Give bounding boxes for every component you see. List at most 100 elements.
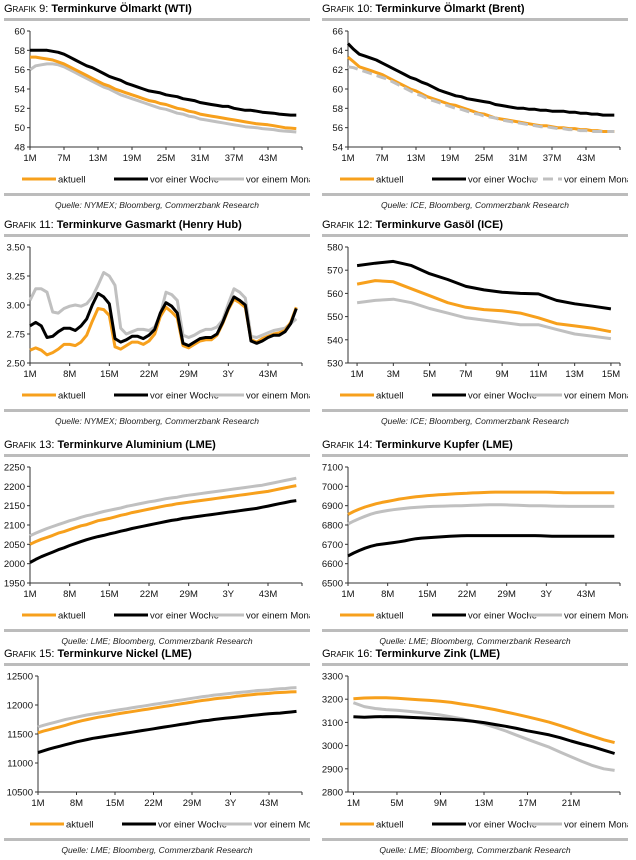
- x-tick-label: 1M: [350, 369, 363, 380]
- divider: [4, 454, 310, 457]
- chart-panel-g13: Grafik 13: Terminkurve Aluminium (LME) 19…: [4, 438, 310, 646]
- divider: [322, 193, 628, 196]
- y-tick-label: 7000: [322, 482, 343, 493]
- divider: [322, 454, 628, 457]
- x-tick-label: 3Y: [223, 589, 235, 600]
- series-line-vor-einer-woche: [29, 291, 298, 348]
- x-tick-label: 25M: [157, 153, 176, 164]
- divider: [322, 18, 628, 21]
- y-tick-label: 50: [14, 123, 25, 134]
- chart-title: Grafik 11: Terminkurve Gasmarkt (Henry H…: [4, 218, 310, 232]
- divider: [4, 234, 310, 237]
- legend-label: vor einer Woche: [150, 611, 219, 622]
- legend-label: vor einer Woche: [150, 175, 219, 186]
- chart-source: Quelle: LME; Bloomberg, Commerzbank Rese…: [61, 636, 253, 646]
- line-chart-g9: 48 50 52 54 56 58 60 1M 7M 13M 19M 25M 31M 37M 43M aktu…: [14, 27, 310, 186]
- chart-number: Grafik 11:: [4, 219, 54, 231]
- x-tick-label: 7M: [57, 153, 70, 164]
- chart-title: Grafik 13: Terminkurve Aluminium (LME): [4, 438, 310, 452]
- chart-title: Grafik 10: Terminkurve Ölmarkt (Brent): [322, 2, 628, 16]
- x-tick-label: 37M: [225, 153, 244, 164]
- x-tick-label: 5M: [390, 798, 403, 809]
- x-tick-label: 11M: [530, 369, 548, 380]
- chart-panel-g10: Grafik 10: Terminkurve Ölmarkt (Brent) 54…: [322, 2, 628, 210]
- legend-label: aktuell: [376, 820, 403, 831]
- line-chart-g15: 10500 11000 11500 12000 12500 1M 8M 15M 22M 29M 3Y…: [7, 672, 310, 831]
- chart-source: Quelle: NYMEX; Bloomberg, Commerzbank Re…: [54, 416, 260, 426]
- y-tick-label: 56: [332, 123, 343, 134]
- y-tick-label: 3300: [322, 672, 343, 683]
- y-tick-label: 58: [332, 104, 343, 115]
- x-tick-label: 1M: [341, 153, 354, 164]
- x-tick-label: 15M: [418, 589, 437, 600]
- line-chart-g16: 2800 2900 3000 3100 3200 3300 1M 5M 9M 13M 17M 21M a…: [322, 672, 628, 831]
- x-tick-label: 1M: [23, 153, 36, 164]
- x-tick-label: 1M: [23, 369, 36, 380]
- legend-label: vor einer Woche: [150, 391, 219, 402]
- x-tick-label: 19M: [123, 153, 142, 164]
- x-tick-label: 22M: [144, 798, 163, 809]
- chart-panel-g11: Grafik 11: Terminkurve Gasmarkt (Henry H…: [4, 218, 310, 426]
- x-tick-label: 43M: [577, 153, 596, 164]
- x-tick-label: 13M: [565, 369, 584, 380]
- y-tick-label: 10500: [7, 788, 33, 799]
- x-tick-label: 31M: [509, 153, 528, 164]
- divider: [322, 234, 628, 237]
- y-tick-label: 2800: [322, 788, 343, 799]
- y-tick-label: 2900: [322, 764, 343, 775]
- y-tick-label: 3100: [322, 718, 343, 729]
- y-tick-label: 54: [14, 85, 25, 96]
- y-tick-label: 56: [14, 65, 25, 76]
- legend-label: vor einem Monat: [246, 175, 310, 186]
- chart-title-text: Terminkurve Kupfer (LME): [375, 439, 513, 451]
- divider: [4, 409, 310, 412]
- series-line-vor-einer-woche: [30, 48, 297, 117]
- y-tick-label: 12500: [7, 672, 33, 683]
- x-tick-label: 1M: [23, 589, 36, 600]
- series-line-aktuell: [29, 484, 297, 546]
- y-tick-label: 2000: [4, 559, 25, 570]
- legend-label: aktuell: [58, 175, 85, 186]
- line-chart-g14: 6500 6600 6700 6800 6900 7000 7100 1M 8M 15M 22M 29…: [322, 463, 628, 622]
- y-tick-label: 570: [327, 266, 343, 277]
- series-line-aktuell: [37, 690, 297, 735]
- chart-number: Grafik 10:: [322, 3, 373, 15]
- y-tick-label: 6600: [322, 559, 343, 570]
- x-tick-label: 13M: [89, 153, 108, 164]
- series-line-vor-einer-woche: [356, 259, 612, 311]
- x-tick-label: 9M: [434, 798, 447, 809]
- x-tick-label: 1M: [347, 798, 360, 809]
- chart-title-text: Terminkurve Ölmarkt (Brent): [375, 3, 525, 15]
- y-tick-label: 12000: [7, 701, 33, 712]
- legend-label: aktuell: [58, 391, 85, 402]
- x-tick-label: 43M: [259, 369, 278, 380]
- x-tick-label: 37M: [543, 153, 562, 164]
- series-line-vor-einer-woche: [29, 499, 297, 564]
- chart-title-text: Terminkurve Aluminium (LME): [57, 439, 216, 451]
- series-line-aktuell: [347, 55, 615, 133]
- legend-label: vor einer Woche: [468, 391, 537, 402]
- chart-panel-g12: Grafik 12: Terminkurve Gasöl (ICE) 530 540…: [322, 218, 628, 426]
- legend-label: vor einem Monat: [246, 391, 310, 402]
- y-tick-label: 3000: [322, 741, 343, 752]
- x-tick-label: 15M: [100, 369, 119, 380]
- x-tick-label: 13M: [407, 153, 426, 164]
- x-tick-label: 3Y: [541, 589, 553, 600]
- x-tick-label: 5M: [423, 369, 436, 380]
- x-tick-label: 8M: [63, 369, 76, 380]
- legend-label: vor einem Monat: [564, 391, 628, 402]
- chart-title: Grafik 9: Terminkurve Ölmarkt (WTI): [4, 2, 310, 16]
- x-tick-label: 15M: [100, 589, 119, 600]
- series-line-vor-einem-monat: [356, 297, 612, 341]
- series-line-vor-einem-monat: [29, 62, 297, 134]
- y-tick-label: 540: [327, 335, 343, 346]
- x-tick-label: 9M: [496, 369, 509, 380]
- legend-label: vor einer Woche: [468, 611, 537, 622]
- chart-title: Grafik 14: Terminkurve Kupfer (LME): [322, 438, 628, 452]
- x-tick-label: 1M: [341, 589, 354, 600]
- divider: [322, 838, 628, 841]
- y-tick-label: 2.75: [7, 330, 26, 341]
- chart-source: Quelle: ICE, Bloomberg, Commerzbank Rese…: [380, 200, 570, 210]
- legend-label: aktuell: [376, 175, 403, 186]
- chart-source: Quelle: LME; Bloomberg, Commerzbank Rese…: [379, 636, 571, 646]
